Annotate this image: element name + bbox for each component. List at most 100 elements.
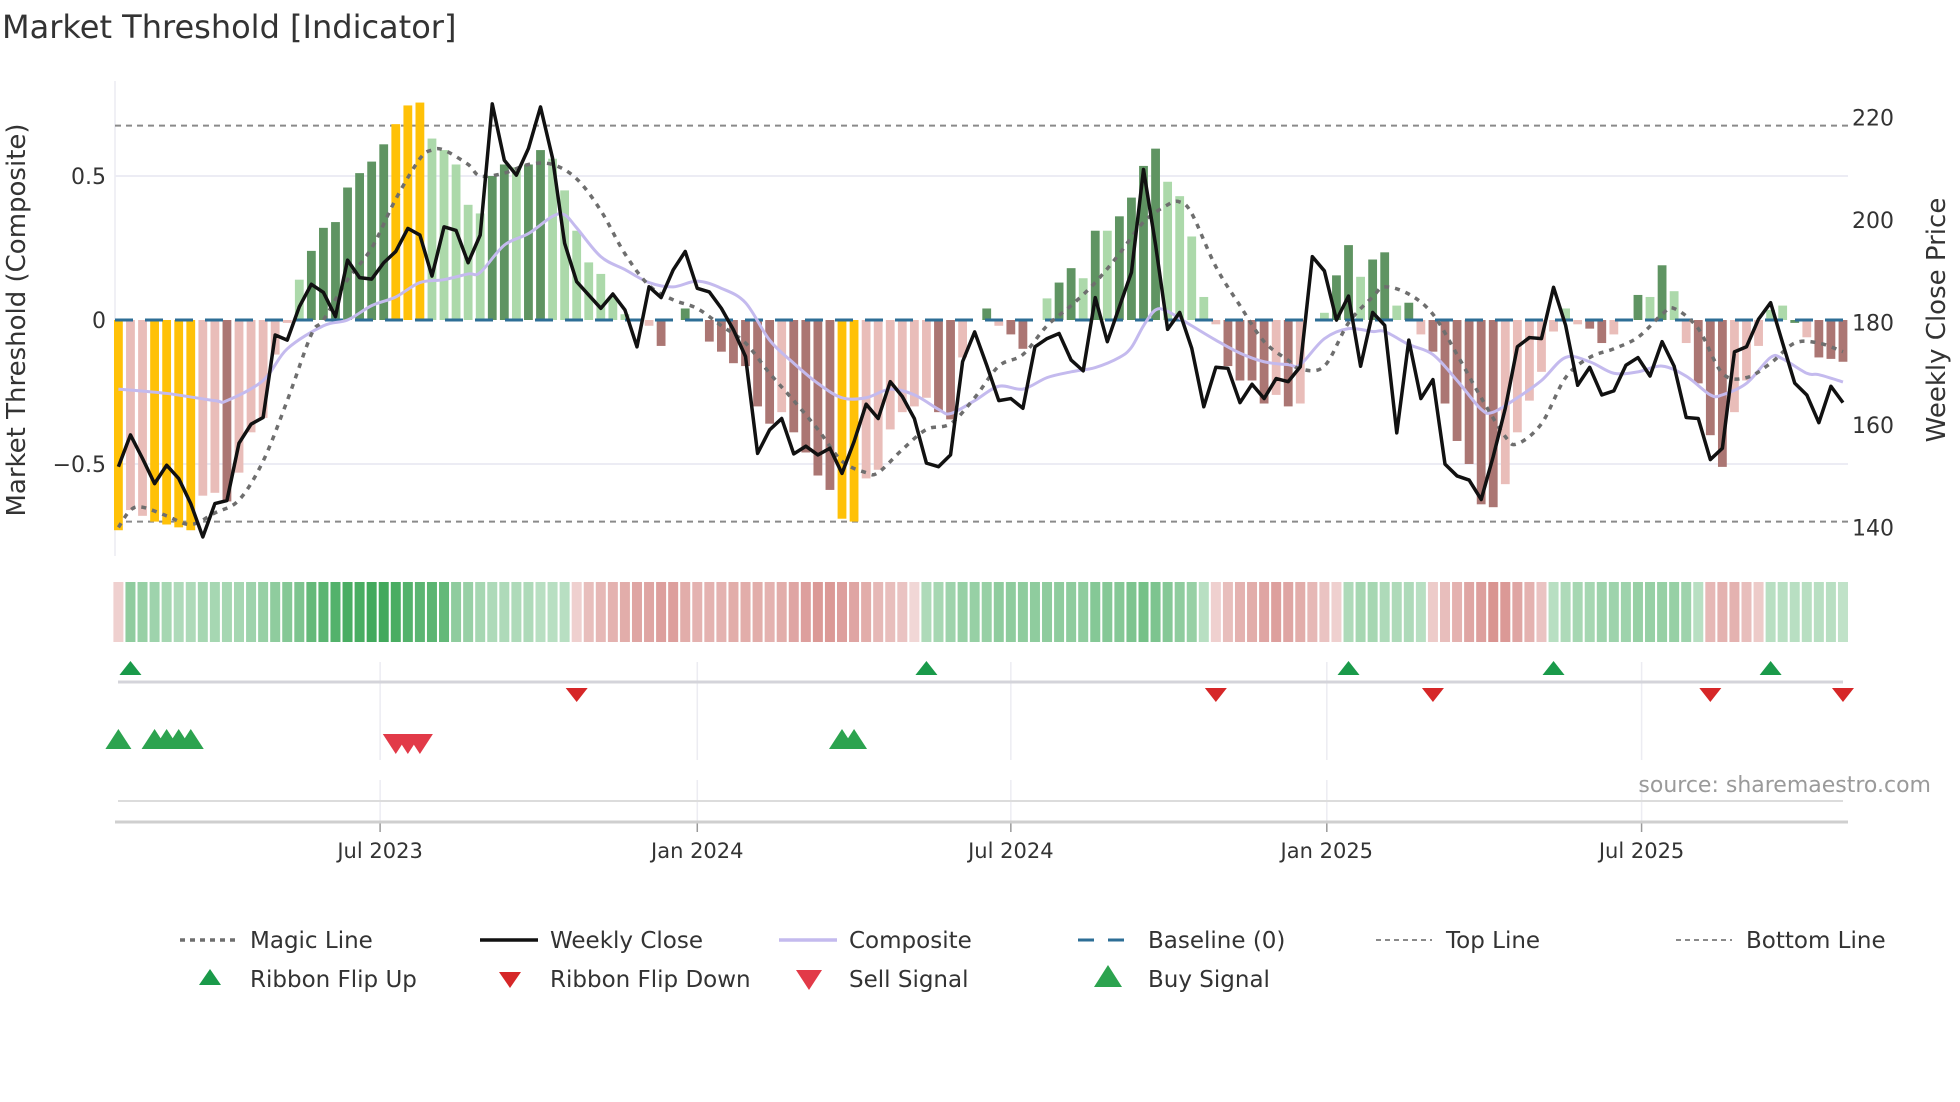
composite-bar: [1392, 305, 1402, 320]
ribbon-cell: [1102, 582, 1113, 642]
weekly-close-line: [116, 102, 1845, 539]
ribbon-cell: [1560, 582, 1571, 642]
ribbon-flip-down-marker: [1699, 688, 1722, 702]
composite-bar: [584, 262, 594, 320]
composite-bar: [1512, 320, 1522, 433]
ribbon-cell: [1379, 582, 1390, 642]
axes: 0.5 0 −0.5 220 200 180 160 140: [53, 107, 1894, 542]
composite-bar: [174, 320, 184, 528]
composite-bar: [1356, 276, 1365, 320]
buy-signal-marker: [105, 729, 132, 749]
ribbon-cell: [173, 582, 184, 642]
ribbon-cell: [1500, 582, 1511, 642]
legend: Magic Line Weekly Close Composite Baseline …: [180, 928, 1886, 993]
left-tick-label: −0.5: [53, 453, 106, 478]
composite-bar: [572, 230, 582, 320]
ribbon-flip-down-marker: [565, 688, 588, 702]
ribbon-cell: [1512, 582, 1523, 642]
composite-bar: [1778, 305, 1788, 320]
ribbon-flip-down-marker: [1204, 688, 1227, 702]
chart-title: Market Threshold [Indicator]: [2, 8, 456, 46]
composite-bar: [355, 173, 364, 320]
ribbon-cell: [523, 582, 534, 642]
composite-bar: [596, 273, 606, 320]
ribbon-cell: [402, 582, 413, 642]
ribbon-cell: [897, 582, 908, 642]
ribbon-cell: [1331, 582, 1342, 642]
ribbon-cell: [837, 582, 847, 642]
ribbon-flip-up-marker: [915, 661, 938, 675]
ribbon-cell: [1234, 582, 1245, 642]
ribbon-cell: [1825, 582, 1836, 642]
ribbon-cell: [1669, 582, 1680, 642]
composite-bar: [1609, 320, 1619, 335]
composite-bar: [403, 105, 413, 320]
ribbon-cell: [1729, 582, 1740, 642]
composite-bar: [1826, 320, 1836, 359]
composite-bar: [246, 320, 256, 433]
ribbon-cell: [258, 582, 269, 642]
ribbon-flip-up-marker: [119, 661, 142, 675]
composite-bar: [1537, 320, 1546, 372]
composite-bar: [415, 102, 425, 320]
legend-label: Bottom Line: [1746, 928, 1886, 954]
composite-bar: [138, 320, 147, 516]
ribbon-cell: [595, 582, 606, 642]
composite-bar: [1693, 320, 1703, 384]
composite-bar: [753, 320, 762, 407]
ribbon-cell: [861, 582, 872, 642]
composite-bar: [1163, 181, 1173, 320]
ribbon-cell: [270, 582, 281, 642]
ribbon-cell: [1162, 582, 1173, 642]
ribbon-cell: [246, 582, 257, 642]
ribbon-cell: [945, 582, 956, 642]
ribbon-cell: [1753, 582, 1764, 642]
composite-bar: [873, 320, 883, 470]
composite-bar: [487, 176, 497, 320]
composite-bar: [150, 320, 159, 522]
composite-bar: [789, 320, 799, 433]
composite-bar: [1597, 320, 1607, 344]
composite-bar: [1730, 320, 1739, 413]
ribbon-cell: [1524, 582, 1535, 642]
ribbon-flip-up-marker: [1542, 661, 1565, 675]
ribbon-cell: [342, 582, 353, 642]
ribbon-cell: [185, 582, 196, 642]
ribbon-cell: [137, 582, 148, 642]
composite-bar: [1078, 278, 1088, 320]
ribbon-cell: [1114, 582, 1125, 642]
legend-buy-icon: [1094, 965, 1122, 987]
composite-bar: [1271, 320, 1281, 395]
ribbon-cell: [656, 582, 667, 642]
ribbon-cell: [1596, 582, 1607, 642]
ribbon-cell: [1271, 582, 1282, 642]
signal-panel: Jul 2023 Jan 2024 Jul 2024 Jan 2025 Jul 2025: [105, 661, 1854, 863]
ribbon-cell: [981, 582, 992, 642]
composite-bar: [451, 164, 461, 320]
composite-bar: [1211, 320, 1221, 325]
ribbon-cell: [1247, 582, 1258, 642]
ribbon-cell: [1548, 582, 1559, 642]
composite-bar: [1090, 230, 1100, 320]
composite-bar: [379, 144, 389, 320]
composite-bar: [982, 308, 992, 320]
ribbon-cell: [631, 582, 642, 642]
left-tick-label: 0.5: [71, 165, 106, 190]
ribbon-cell: [1813, 582, 1824, 642]
right-tick-label: 180: [1852, 312, 1894, 337]
ribbon-cell: [1295, 582, 1306, 642]
composite-bar: [524, 164, 533, 320]
ribbon-cell: [475, 582, 486, 642]
legend-label: Baseline (0): [1148, 928, 1285, 954]
composite-bar: [1042, 298, 1052, 320]
ribbon-cell: [1488, 582, 1499, 642]
ribbon-cell: [1536, 582, 1547, 642]
ribbon-cell: [752, 582, 763, 642]
composite-bar: [222, 320, 232, 502]
series-lines: [115, 102, 1848, 539]
right-axis-label: Weekly Close Price: [1922, 198, 1952, 443]
ribbon-cell: [330, 582, 341, 642]
ribbon-cell: [1343, 582, 1354, 642]
x-tick-label: Jul 2024: [966, 839, 1053, 863]
